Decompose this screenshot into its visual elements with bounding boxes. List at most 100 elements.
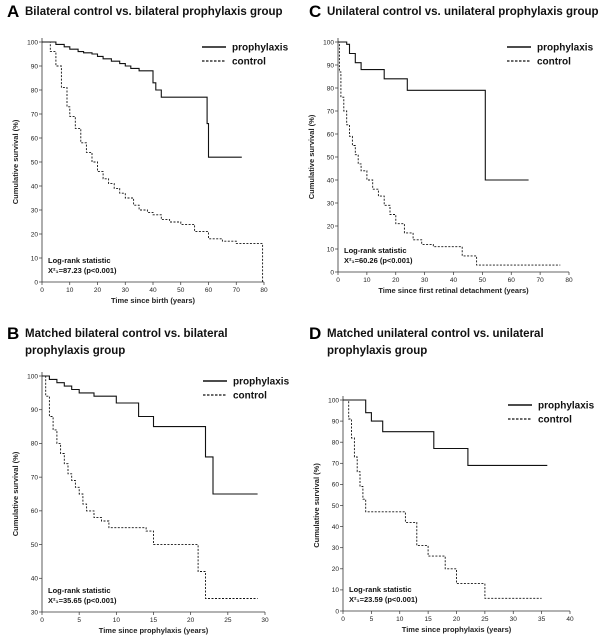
x-axis-label: Time since prophylaxis (years) — [99, 626, 209, 635]
y-tick-label: 90 — [31, 407, 39, 414]
x-tick-label: 0 — [40, 617, 44, 624]
legend-label-prophylaxis: prophylaxis — [233, 377, 290, 388]
y-tick-label: 20 — [327, 223, 335, 230]
x-tick-label: 70 — [233, 287, 241, 294]
log-rank-title: Log-rank statistic — [48, 586, 111, 595]
y-tick-label: 80 — [31, 441, 39, 448]
y-axis-label: Cumulative survival (%) — [11, 119, 20, 204]
x-tick-label: 10 — [113, 617, 121, 624]
y-tick-label: 70 — [31, 474, 39, 481]
x-tick-label: 30 — [122, 287, 130, 294]
y-tick-label: 10 — [332, 587, 340, 594]
log-rank-value: X²₁=35.65 (p<0.001) — [48, 596, 117, 605]
y-tick-label: 50 — [332, 503, 340, 510]
y-tick-label: 30 — [31, 609, 39, 616]
y-tick-label: 40 — [31, 183, 39, 190]
panel-d: D Matched unilateral control vs. unilater… — [309, 324, 595, 634]
series-line-prophylaxis — [338, 41, 529, 181]
log-rank-value: X²₁=23.59 (p<0.001) — [349, 595, 418, 604]
y-tick-label: 80 — [31, 87, 39, 94]
y-tick-label: 20 — [332, 566, 340, 573]
log-rank-title: Log-rank statistic — [344, 246, 407, 255]
panel-b: B Matched bilateral control vs. bilateral… — [7, 324, 290, 635]
y-tick-label: 100 — [27, 373, 38, 380]
y-tick-label: 60 — [31, 135, 39, 142]
y-axis-label: Cumulative survival (%) — [11, 451, 20, 536]
x-tick-label: 60 — [205, 287, 213, 294]
x-axis-label: Time since first retinal detachment (yea… — [378, 286, 529, 295]
x-tick-label: 20 — [187, 617, 195, 624]
x-tick-label: 5 — [370, 616, 374, 623]
x-tick-label: 50 — [479, 277, 487, 284]
x-tick-label: 20 — [453, 616, 461, 623]
x-tick-label: 10 — [66, 287, 74, 294]
panel-a: A Bilateral control vs. bilateral prophyl… — [7, 2, 289, 305]
y-tick-label: 100 — [328, 397, 339, 404]
y-tick-label: 40 — [31, 576, 39, 583]
series-line-control — [343, 399, 542, 599]
x-tick-label: 35 — [538, 616, 546, 623]
panel-letter: C — [309, 2, 321, 21]
panel-letter: B — [7, 324, 19, 343]
y-tick-label: 0 — [335, 608, 339, 615]
y-tick-label: 70 — [332, 461, 340, 468]
x-tick-label: 30 — [261, 617, 269, 624]
x-tick-label: 30 — [421, 277, 429, 284]
x-tick-label: 15 — [425, 616, 433, 623]
x-tick-label: 20 — [392, 277, 400, 284]
legend-label-control: control — [233, 391, 267, 402]
x-axis-label: Time since prophylaxis (years) — [402, 625, 512, 634]
legend-label-control: control — [537, 57, 571, 68]
legend-label-prophylaxis: prophylaxis — [538, 401, 595, 412]
x-tick-label: 80 — [260, 287, 268, 294]
y-tick-label: 40 — [332, 524, 340, 531]
x-tick-label: 40 — [149, 287, 157, 294]
series-line-control — [338, 41, 561, 266]
x-tick-label: 40 — [450, 277, 458, 284]
panel-title: Unilateral control vs. unilateral prophy… — [327, 6, 599, 18]
y-tick-label: 0 — [34, 279, 38, 286]
y-tick-label: 90 — [31, 63, 39, 70]
series-line-control — [42, 41, 264, 282]
panel-title: prophylaxis group — [327, 345, 427, 357]
log-rank-value: X²₁=87.23 (p<0.001) — [48, 266, 117, 275]
panel-title: Matched bilateral control vs. bilateral — [25, 328, 228, 340]
log-rank-title: Log-rank statistic — [349, 585, 412, 594]
y-tick-label: 0 — [330, 269, 334, 276]
panel-title: Bilateral control vs. bilateral prophyla… — [25, 6, 283, 18]
y-axis-label: Cumulative survival (%) — [307, 114, 316, 199]
y-tick-label: 100 — [27, 39, 38, 46]
panel-letter: A — [7, 2, 19, 21]
y-tick-label: 10 — [327, 246, 335, 253]
y-tick-label: 90 — [332, 418, 340, 425]
x-tick-label: 40 — [566, 616, 574, 623]
x-tick-label: 10 — [363, 277, 371, 284]
legend-label-control: control — [232, 57, 266, 68]
x-tick-label: 15 — [150, 617, 158, 624]
y-tick-label: 70 — [327, 108, 335, 115]
panel-title: prophylaxis group — [25, 345, 125, 357]
y-tick-label: 60 — [332, 482, 340, 489]
x-tick-label: 80 — [565, 277, 573, 284]
x-tick-label: 50 — [177, 287, 185, 294]
x-tick-label: 70 — [537, 277, 545, 284]
y-tick-label: 80 — [332, 440, 340, 447]
y-tick-label: 100 — [323, 39, 334, 46]
x-tick-label: 10 — [396, 616, 404, 623]
legend-label-control: control — [538, 415, 572, 426]
y-tick-label: 20 — [31, 231, 39, 238]
legend-label-prophylaxis: prophylaxis — [537, 43, 594, 54]
series-line-prophylaxis — [42, 41, 242, 158]
panel-title: Matched unilateral control vs. unilatera… — [327, 328, 544, 340]
series-line-prophylaxis — [42, 375, 258, 495]
x-tick-label: 25 — [224, 617, 232, 624]
y-tick-label: 50 — [31, 542, 39, 549]
y-tick-label: 30 — [327, 200, 335, 207]
x-tick-label: 0 — [40, 287, 44, 294]
panel-c: C Unilateral control vs. unilateral proph… — [307, 2, 599, 295]
y-tick-label: 50 — [327, 154, 335, 161]
y-tick-label: 70 — [31, 111, 39, 118]
y-tick-label: 30 — [31, 207, 39, 214]
panel-letter: D — [309, 324, 321, 343]
